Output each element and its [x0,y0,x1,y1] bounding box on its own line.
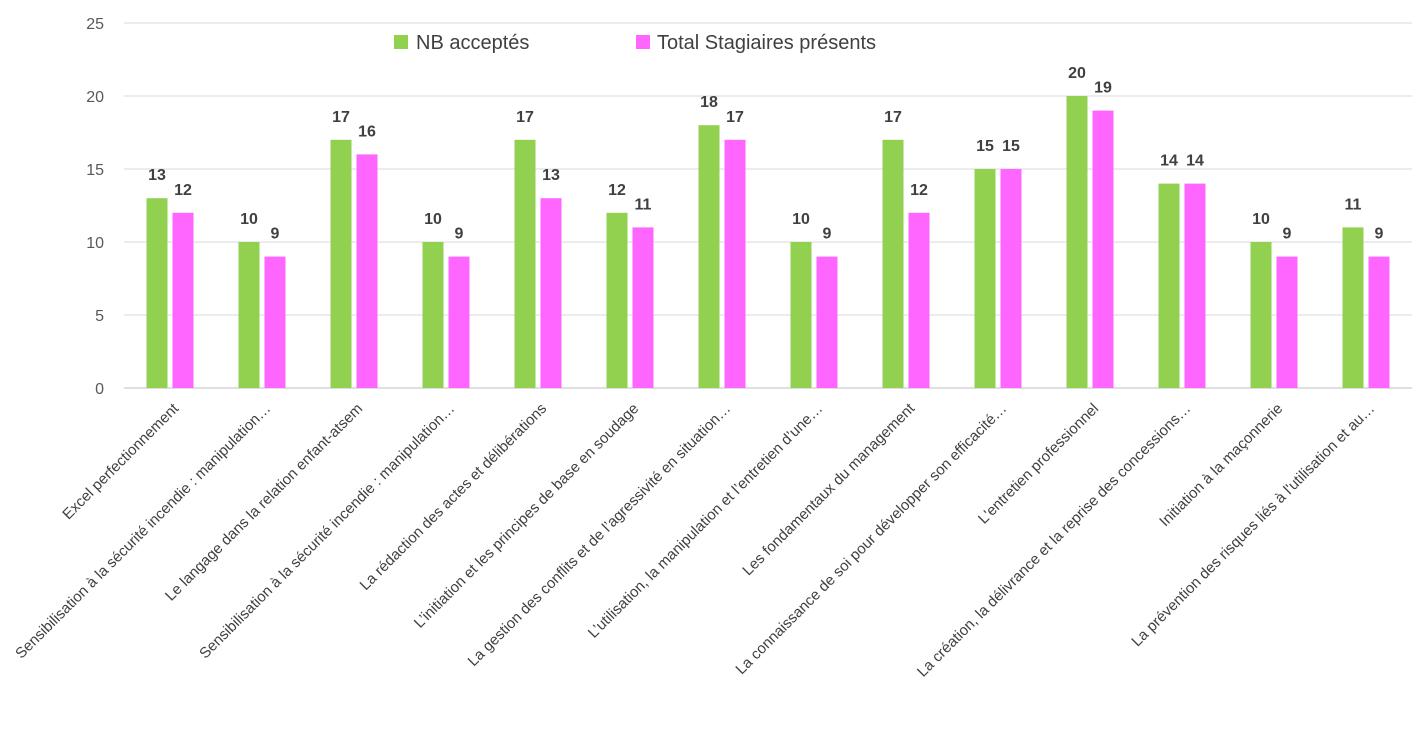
bar-nb-acceptes [974,169,996,388]
data-label-nb-acceptes: 10 [240,211,258,228]
bar-total-stagiaires [1184,183,1206,388]
y-tick-label: 25 [86,16,104,33]
bar-nb-acceptes [146,198,168,388]
bar-total-stagiaires [1368,256,1390,388]
bar-nb-acceptes [790,242,812,388]
data-label-nb-acceptes: 20 [1068,65,1086,82]
data-labels: 13 12 10 9 17 16 10 9 17 13 12 11 18 17 10 9 17 12 15 15 20 1… [148,65,1383,243]
gridlines [124,22,1412,389]
data-label-nb-acceptes: 10 [424,211,442,228]
data-label-nb-acceptes: 17 [332,109,350,126]
bar-nb-acceptes [698,125,720,388]
data-label-nb-acceptes: 12 [608,182,626,199]
data-label-total-stagiaires: 17 [726,109,744,126]
bar-total-stagiaires [540,198,562,388]
bar-nb-acceptes [330,139,352,388]
bar-nb-acceptes [1066,96,1088,388]
bar-nb-acceptes [238,242,260,388]
data-label-nb-acceptes: 10 [792,211,810,228]
bar-total-stagiaires [448,256,470,388]
category-label: Le langage dans la relation enfant-atsem [162,400,366,604]
bar-nb-acceptes [1158,183,1180,388]
bar-nb-acceptes [1342,227,1364,388]
category-label: La rédaction des actes et délibérations [357,400,551,594]
data-label-nb-acceptes: 17 [884,109,902,126]
data-label-total-stagiaires: 12 [910,182,928,199]
data-label-total-stagiaires: 9 [455,226,464,243]
legend-label-nb-acceptes: NB acceptés [416,32,529,54]
bar-total-stagiaires [1276,256,1298,388]
bar-total-stagiaires [724,139,746,388]
data-label-nb-acceptes: 17 [516,109,534,126]
y-tick-label: 0 [95,381,104,398]
data-label-total-stagiaires: 9 [823,226,832,243]
bar-total-stagiaires [264,256,286,388]
bar-total-stagiaires [632,227,654,388]
data-label-nb-acceptes: 13 [148,167,166,184]
data-label-total-stagiaires: 12 [174,182,192,199]
bar-total-stagiaires [356,154,378,388]
bars [146,96,1390,388]
legend-swatch-total-stagiaires [636,35,650,49]
legend-label-total-stagiaires: Total Stagiaires présents [657,32,876,54]
bar-total-stagiaires [1000,169,1022,388]
data-label-total-stagiaires: 9 [1283,226,1292,243]
y-tick-label: 5 [95,308,104,325]
bar-total-stagiaires [1092,110,1114,388]
data-label-total-stagiaires: 9 [271,226,280,243]
data-label-total-stagiaires: 11 [635,196,652,213]
legend: NB acceptés Total Stagiaires présents [394,32,876,54]
bar-nb-acceptes [422,242,444,388]
bar-total-stagiaires [908,212,930,388]
legend-swatch-nb-acceptes [394,35,408,49]
y-tick-label: 15 [86,162,104,179]
data-label-total-stagiaires: 13 [542,167,560,184]
data-label-total-stagiaires: 9 [1375,226,1384,243]
data-label-nb-acceptes: 14 [1160,153,1178,170]
bar-nb-acceptes [882,139,904,388]
bar-nb-acceptes [514,139,536,388]
data-label-total-stagiaires: 19 [1094,80,1112,97]
data-label-nb-acceptes: 11 [1345,196,1362,213]
data-label-nb-acceptes: 18 [700,94,718,111]
category-label: Les fondamentaux du management [739,400,918,579]
y-axis-tick-labels: 0 5 10 15 20 25 [86,16,104,398]
data-label-total-stagiaires: 14 [1186,153,1204,170]
data-label-nb-acceptes: 15 [976,138,994,155]
bar-nb-acceptes [606,212,628,388]
bar-total-stagiaires [172,212,194,388]
y-tick-label: 10 [86,235,104,252]
bar-total-stagiaires [816,256,838,388]
bar-nb-acceptes [1250,242,1272,388]
y-tick-label: 20 [86,89,104,106]
data-label-total-stagiaires: 15 [1002,138,1020,155]
data-label-nb-acceptes: 10 [1252,211,1270,228]
data-label-total-stagiaires: 16 [358,123,376,140]
